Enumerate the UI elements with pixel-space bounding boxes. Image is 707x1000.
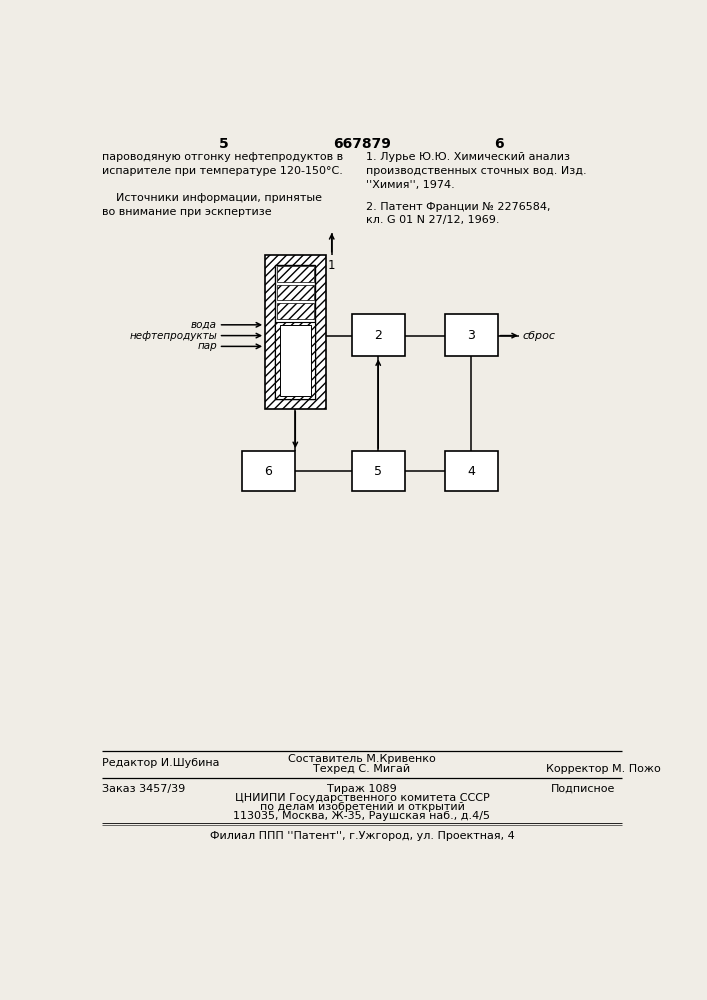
Bar xyxy=(275,322,315,399)
Text: Источники информации, принятые
во внимание при эскпертизе: Источники информации, принятые во вниман… xyxy=(103,193,322,217)
Text: Редактор И.Шубина: Редактор И.Шубина xyxy=(103,758,220,768)
Text: Филиал ППП ''Патент'', г.Ужгород, ул. Проектная, 4: Филиал ППП ''Патент'', г.Ужгород, ул. Пр… xyxy=(209,831,514,841)
Text: Подписное: Подписное xyxy=(551,784,615,794)
Text: 4: 4 xyxy=(467,465,475,478)
Text: 6: 6 xyxy=(264,465,272,478)
Text: 5: 5 xyxy=(374,465,382,478)
Bar xyxy=(352,314,404,356)
Bar xyxy=(276,303,314,319)
Text: 1. Лурье Ю.Ю. Химический анализ
производственных сточных вод. Изд.
''Химия'', 19: 1. Лурье Ю.Ю. Химический анализ производ… xyxy=(366,152,586,190)
Text: вода: вода xyxy=(191,320,217,330)
Bar xyxy=(445,451,498,491)
Text: нефтепродукты: нефтепродукты xyxy=(129,331,217,341)
Bar xyxy=(275,265,315,399)
Text: ЦНИИПИ Государственного комитета СССР: ЦНИИПИ Государственного комитета СССР xyxy=(235,793,489,803)
Text: 3: 3 xyxy=(467,329,475,342)
Text: Техред С. Мигай: Техред С. Мигай xyxy=(313,764,411,774)
Text: сброс: сброс xyxy=(522,331,556,341)
Text: 6: 6 xyxy=(494,137,504,151)
Bar xyxy=(265,255,325,409)
Text: 1: 1 xyxy=(328,259,335,272)
Bar xyxy=(352,451,404,491)
Bar xyxy=(280,325,311,396)
Text: 2. Патент Франции № 2276584,
кл. G 01 N 27/12, 1969.: 2. Патент Франции № 2276584, кл. G 01 N … xyxy=(366,202,550,225)
Bar xyxy=(242,451,295,491)
Text: Тираж 1089: Тираж 1089 xyxy=(327,784,397,794)
Text: Корректор М. Пожо: Корректор М. Пожо xyxy=(546,764,660,774)
Bar xyxy=(445,314,498,356)
Text: пароводяную отгонку нефтепродуктов в
испарителе при температуре 120-150°С.: пароводяную отгонку нефтепродуктов в исп… xyxy=(103,152,344,176)
Text: 113035, Москва, Ж-35, Раушская наб., д.4/5: 113035, Москва, Ж-35, Раушская наб., д.4… xyxy=(233,811,491,821)
Text: пар: пар xyxy=(197,341,217,351)
Bar xyxy=(276,285,314,300)
Text: 667879: 667879 xyxy=(333,137,391,151)
Text: 2: 2 xyxy=(374,329,382,342)
Text: 5: 5 xyxy=(219,137,229,151)
Text: Составитель М.Кривенко: Составитель М.Кривенко xyxy=(288,754,436,764)
Text: Заказ 3457/39: Заказ 3457/39 xyxy=(103,784,185,794)
Bar xyxy=(276,266,314,282)
Text: по делам изобретений и открытий: по делам изобретений и открытий xyxy=(259,802,464,812)
